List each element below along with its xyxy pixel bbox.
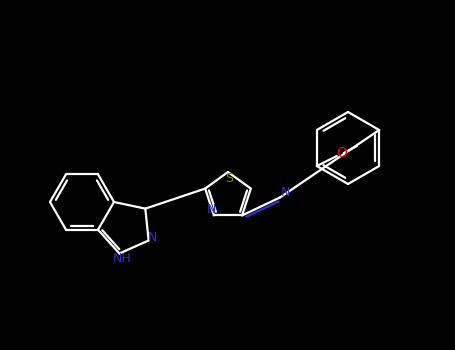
Text: O: O: [336, 146, 347, 160]
Text: NH: NH: [113, 252, 132, 265]
Text: S: S: [225, 173, 233, 186]
Text: N: N: [207, 203, 217, 216]
Text: N: N: [280, 186, 290, 199]
Text: N: N: [148, 231, 157, 244]
